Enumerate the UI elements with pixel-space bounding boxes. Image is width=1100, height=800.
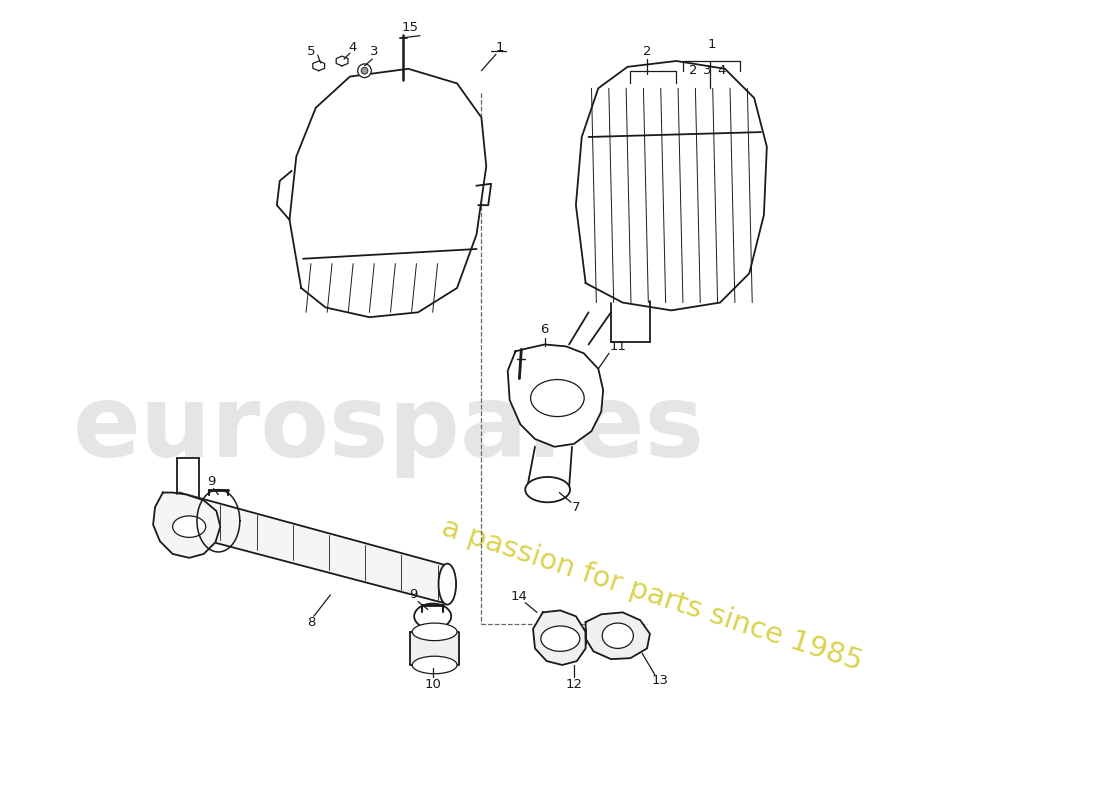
- Polygon shape: [508, 345, 603, 446]
- Text: 3: 3: [370, 45, 378, 58]
- Ellipse shape: [412, 656, 456, 674]
- Text: 1: 1: [708, 38, 716, 51]
- Polygon shape: [410, 632, 459, 665]
- Text: 1: 1: [496, 41, 505, 54]
- Text: 10: 10: [425, 678, 441, 691]
- Text: 15: 15: [402, 22, 418, 34]
- Polygon shape: [585, 612, 650, 659]
- Text: 3: 3: [703, 64, 712, 78]
- Ellipse shape: [439, 564, 456, 605]
- Text: eurospares: eurospares: [73, 381, 705, 478]
- Text: 8: 8: [307, 616, 315, 629]
- Polygon shape: [153, 493, 220, 558]
- Polygon shape: [337, 56, 348, 66]
- Text: 4: 4: [349, 41, 358, 54]
- Text: 5: 5: [307, 45, 316, 58]
- Polygon shape: [534, 610, 585, 665]
- Text: 6: 6: [540, 323, 549, 336]
- Text: 4: 4: [718, 64, 726, 78]
- Ellipse shape: [412, 623, 456, 641]
- Text: 12: 12: [565, 678, 582, 691]
- Circle shape: [361, 67, 367, 74]
- Polygon shape: [289, 69, 486, 317]
- Text: 2: 2: [642, 45, 651, 58]
- Polygon shape: [312, 61, 324, 70]
- Text: 13: 13: [651, 674, 668, 687]
- Polygon shape: [173, 493, 448, 602]
- Text: 2: 2: [689, 64, 697, 78]
- Text: 14: 14: [512, 590, 528, 603]
- Text: 11: 11: [610, 340, 627, 353]
- Ellipse shape: [173, 516, 206, 538]
- Circle shape: [358, 64, 372, 78]
- Text: 7: 7: [572, 501, 581, 514]
- Text: 9: 9: [409, 588, 417, 602]
- Text: 9: 9: [208, 475, 216, 488]
- Ellipse shape: [525, 477, 570, 502]
- Ellipse shape: [530, 379, 584, 417]
- Text: a passion for parts since 1985: a passion for parts since 1985: [438, 514, 866, 676]
- Polygon shape: [576, 61, 767, 310]
- Ellipse shape: [541, 626, 580, 651]
- Ellipse shape: [602, 623, 634, 649]
